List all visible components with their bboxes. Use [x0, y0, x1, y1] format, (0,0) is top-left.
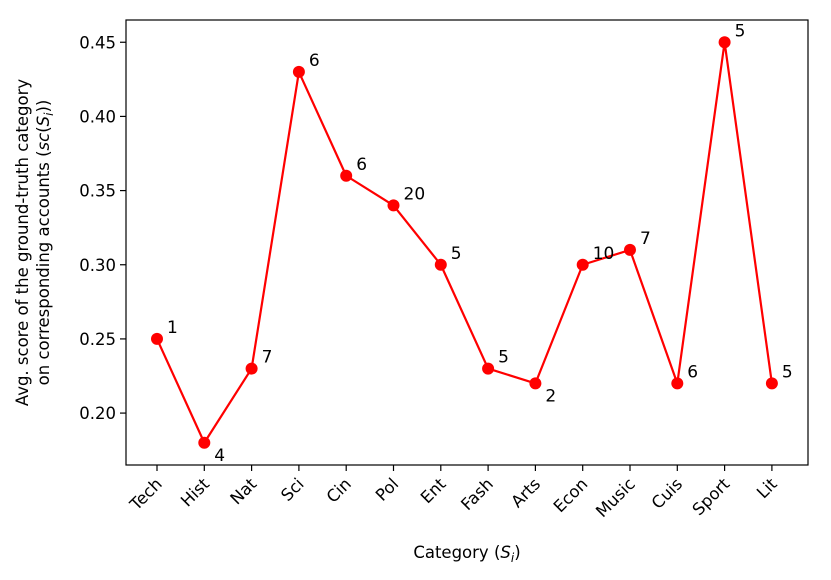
x-tick-label: Arts: [507, 474, 544, 511]
x-tick-label: Fash: [457, 474, 497, 514]
y-axis-title-line2-sub: i: [42, 112, 56, 116]
data-point: [671, 377, 684, 390]
y-axis-title-line2-S: S: [34, 116, 53, 126]
x-tick-label: Econ: [550, 474, 592, 516]
data-point: [387, 199, 400, 212]
x-tick-label: Cuis: [648, 474, 686, 512]
data-point: [292, 65, 305, 78]
series-line: [155, 41, 773, 444]
point-label: 6: [687, 362, 698, 382]
y-axis-title-line1: Avg. score of the ground-truth category: [13, 79, 32, 406]
x-tick-label: Tech: [126, 474, 166, 514]
x-tick-label: Ent: [417, 474, 450, 507]
x-tick-label: Hist: [177, 474, 213, 510]
data-point: [340, 169, 353, 182]
y-tick-label: 0.30: [79, 256, 116, 275]
point-label: 2: [545, 386, 556, 406]
point-label: 5: [735, 21, 746, 41]
x-tick-label: Sport: [689, 474, 734, 519]
x-tick-label: Pol: [372, 474, 402, 504]
plot-area: [125, 19, 809, 466]
point-labels: 1 4 7 6 6 20 5 5 2 10 7 6 5 5: [167, 21, 793, 466]
data-point: [576, 258, 589, 271]
y-axis: 0.20 0.25 0.30 0.35 0.40 0.45: [79, 33, 126, 423]
point-label: 5: [451, 244, 462, 264]
point-label: 7: [640, 229, 651, 249]
data-point: [151, 332, 163, 345]
x-tick-label: Nat: [227, 474, 261, 508]
point-label: 4: [214, 446, 225, 466]
data-point: [245, 362, 258, 375]
y-tick-label: 0.20: [79, 404, 116, 423]
data-point: [765, 377, 778, 390]
y-axis-title-line2-sc: sc: [34, 133, 53, 151]
data-point: [529, 377, 542, 390]
data-point: [198, 436, 211, 449]
y-axis-title-line2: on corresponding accounts (sc(Si)): [34, 100, 56, 386]
y-tick-label: 0.45: [79, 33, 116, 52]
point-label: 10: [593, 244, 615, 264]
data-point: [718, 36, 731, 49]
point-label: 6: [309, 51, 320, 71]
x-axis-title-sub: i: [511, 551, 515, 565]
x-axis-title-var: S: [500, 543, 510, 562]
x-tick-label: Lit: [753, 474, 781, 502]
point-label: 5: [498, 348, 509, 368]
y-tick-label: 0.25: [79, 330, 116, 349]
x-tick-label: Cin: [323, 474, 355, 506]
point-label: 6: [356, 155, 367, 175]
data-point: [434, 258, 447, 271]
point-label: 7: [262, 348, 273, 368]
x-axis-title: Category (Si): [413, 543, 520, 565]
point-label: 1: [167, 318, 178, 338]
y-axis-title-line2-main: on corresponding accounts (: [34, 150, 53, 385]
x-axis-title-end: ): [514, 543, 520, 562]
y-tick-label: 0.35: [79, 182, 116, 201]
point-label: 5: [782, 362, 793, 382]
x-tick-label: Music: [592, 474, 639, 521]
y-tick-label: 0.40: [79, 107, 116, 126]
x-axis-title-main: Category (: [413, 543, 500, 562]
point-label: 20: [404, 184, 426, 204]
y-axis-title-line2-paren: (: [34, 126, 53, 132]
data-point: [482, 362, 495, 375]
data-point: [624, 243, 636, 256]
y-axis-title-line2-end: )): [34, 100, 53, 113]
x-axis: Tech Hist Nat Sci Cin Pol Ent Fash Arts Econ Music…: [126, 465, 781, 521]
series-group: [151, 36, 778, 449]
x-tick-label: Sci: [277, 474, 308, 505]
